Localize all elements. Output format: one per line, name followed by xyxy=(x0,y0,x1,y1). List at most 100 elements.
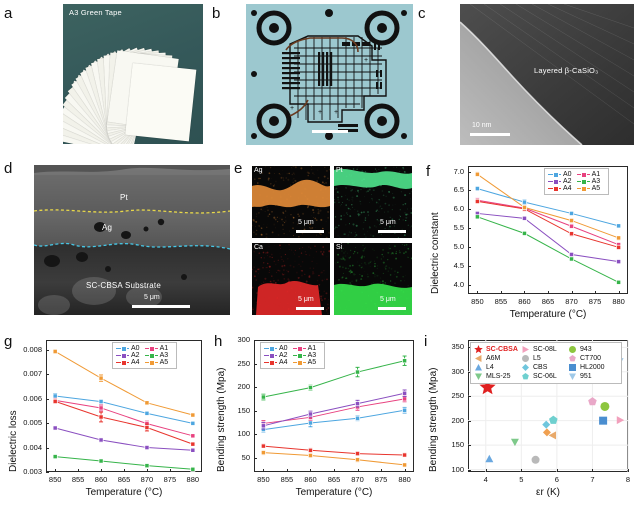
series-line-A2 xyxy=(55,428,193,450)
legend-item-A2[interactable]: A2 xyxy=(116,352,140,359)
legend-label: A4 xyxy=(563,185,572,192)
y-axis-tick xyxy=(468,445,471,446)
chart-panel-h: 50 100 150 200 250 300 850 855 860 865 870 875 880 Be… xyxy=(212,332,426,520)
legend-line-swatch xyxy=(264,362,277,363)
data-point-marker xyxy=(569,364,576,371)
scatter-point-l5 xyxy=(532,456,540,464)
data-point-A4 xyxy=(308,448,312,452)
data-point-A1 xyxy=(402,397,406,401)
data-point-A4 xyxy=(145,425,149,429)
y-axis-tick-label: 350 xyxy=(446,342,464,351)
legend-label: L5 xyxy=(533,355,541,362)
legend-row: MLS-25 SC-06L 951 xyxy=(473,372,619,381)
legend-item-A1[interactable]: A1 xyxy=(293,345,317,352)
legend-item-ct700[interactable]: CT700 xyxy=(567,354,614,363)
legend-item-A1[interactable]: A1 xyxy=(145,345,169,352)
panel-c-caption: Layered β-CaSiO₃ xyxy=(534,66,598,75)
eds-scalebar xyxy=(378,307,406,310)
legend-item-sc-06l[interactable]: SC-06L xyxy=(520,372,567,381)
x-axis-tick-label: 7 xyxy=(582,475,602,484)
chart-panel-i: 100 150 200 250 300 350 4 5 6 7 8 Bending strength … xyxy=(422,332,638,520)
data-point-A2 xyxy=(522,216,526,220)
eds-map-graphic xyxy=(334,166,412,238)
data-point-A4 xyxy=(355,452,359,456)
legend-line-swatch xyxy=(145,355,158,356)
legend-item-A0[interactable]: A0 xyxy=(264,345,288,352)
legend-label: 943 xyxy=(580,346,592,353)
x-axis-tick-label: 6 xyxy=(547,475,567,484)
legend-label: HL2000 xyxy=(580,364,605,371)
legend-marker xyxy=(269,360,275,366)
legend-line-swatch xyxy=(548,188,561,189)
legend-line-swatch xyxy=(293,348,306,349)
panel-c-scalebar xyxy=(470,133,510,136)
legend-label: A0 xyxy=(131,345,140,352)
legend-row: A4 A5 xyxy=(264,359,321,366)
data-point-A2 xyxy=(616,260,620,264)
legend-label: A3 xyxy=(308,352,317,359)
legend-item-A1[interactable]: A1 xyxy=(577,171,601,178)
data-point-A0 xyxy=(99,400,103,404)
legend-item-A3[interactable]: A3 xyxy=(293,352,317,359)
eds-element-label: Ca xyxy=(254,244,263,251)
legend-marker xyxy=(553,179,559,185)
legend-marker xyxy=(149,346,155,352)
legend-marker xyxy=(581,179,587,185)
y-axis-tick-label: 250 xyxy=(446,391,464,400)
legend-marker xyxy=(473,363,484,372)
data-point-A4 xyxy=(569,232,573,236)
chart-panel-f: 4.0 4.5 5.0 5.5 6.0 6.5 7.0 850 855 860 865 870 875 8… xyxy=(424,160,638,328)
legend-item-A3[interactable]: A3 xyxy=(145,352,169,359)
data-point-A3 xyxy=(99,459,103,463)
y-axis-tick-label: 200 xyxy=(446,416,464,425)
data-point-A3 xyxy=(261,395,265,399)
panel-d-scale-label: 5 μm xyxy=(144,294,160,301)
eds-map-ag: Ag 5 μm xyxy=(252,166,330,238)
svg-text:+: + xyxy=(318,109,322,116)
legend-item-A0[interactable]: A0 xyxy=(116,345,140,352)
legend-item-A2[interactable]: A2 xyxy=(264,352,288,359)
legend-item-A5[interactable]: A5 xyxy=(145,359,169,366)
legend-item-A0[interactable]: A0 xyxy=(548,171,572,178)
data-point-A5 xyxy=(569,218,573,222)
panel-a-photo: A3 Green Tape xyxy=(63,4,203,144)
panel-d-photo: Pt Ag SC-CBSA Substrate 5 μm xyxy=(34,165,230,315)
legend-marker xyxy=(581,172,587,178)
data-point-A5 xyxy=(53,349,57,353)
data-point-A3 xyxy=(355,370,359,374)
legend-item-sc-08l[interactable]: SC-08L xyxy=(520,345,567,354)
legend-item-a6m[interactable]: A6M xyxy=(473,354,520,363)
legend-item-943[interactable]: 943 xyxy=(567,345,614,354)
legend-item-mls-25[interactable]: MLS-25 xyxy=(473,372,520,381)
legend-item-A4[interactable]: A4 xyxy=(548,185,572,192)
legend-marker xyxy=(567,354,578,363)
legend-item-cbs[interactable]: CBS xyxy=(520,363,567,372)
svg-text:+: + xyxy=(364,57,368,64)
legend-item-hl2000[interactable]: HL2000 xyxy=(567,363,614,372)
legend-item-A5[interactable]: A5 xyxy=(577,185,601,192)
legend-row: A4 A5 xyxy=(548,185,605,192)
scatter-point-943 xyxy=(600,402,609,411)
legend-item-sc-cbsa[interactable]: SC-CBSA xyxy=(473,345,520,354)
legend-row: A0 A1 xyxy=(116,345,173,352)
legend-row: SC-CBSA SC-08L 943 xyxy=(473,345,619,354)
legend-item-A4[interactable]: A4 xyxy=(116,359,140,366)
legend-label: A5 xyxy=(308,359,317,366)
legend-item-A4[interactable]: A4 xyxy=(264,359,288,366)
legend-item-A3[interactable]: A3 xyxy=(577,178,601,185)
series-line-A0 xyxy=(263,410,404,429)
y-axis-tick-label: 300 xyxy=(446,367,464,376)
legend-item-A2[interactable]: A2 xyxy=(548,178,572,185)
legend-line-swatch xyxy=(548,181,561,182)
legend-item-A5[interactable]: A5 xyxy=(293,359,317,366)
legend-item-951[interactable]: 951 xyxy=(567,372,614,381)
legend-item-l4[interactable]: L4 xyxy=(473,363,520,372)
legend-line-swatch xyxy=(145,348,158,349)
data-point-A2 xyxy=(145,445,149,449)
legend-marker xyxy=(149,353,155,359)
svg-text:+: + xyxy=(334,109,338,116)
eds-map-pt: Pt 5 μm xyxy=(334,166,412,238)
legend-item-l5[interactable]: L5 xyxy=(520,354,567,363)
data-point-A2 xyxy=(191,448,195,452)
legend-label: A5 xyxy=(160,359,169,366)
